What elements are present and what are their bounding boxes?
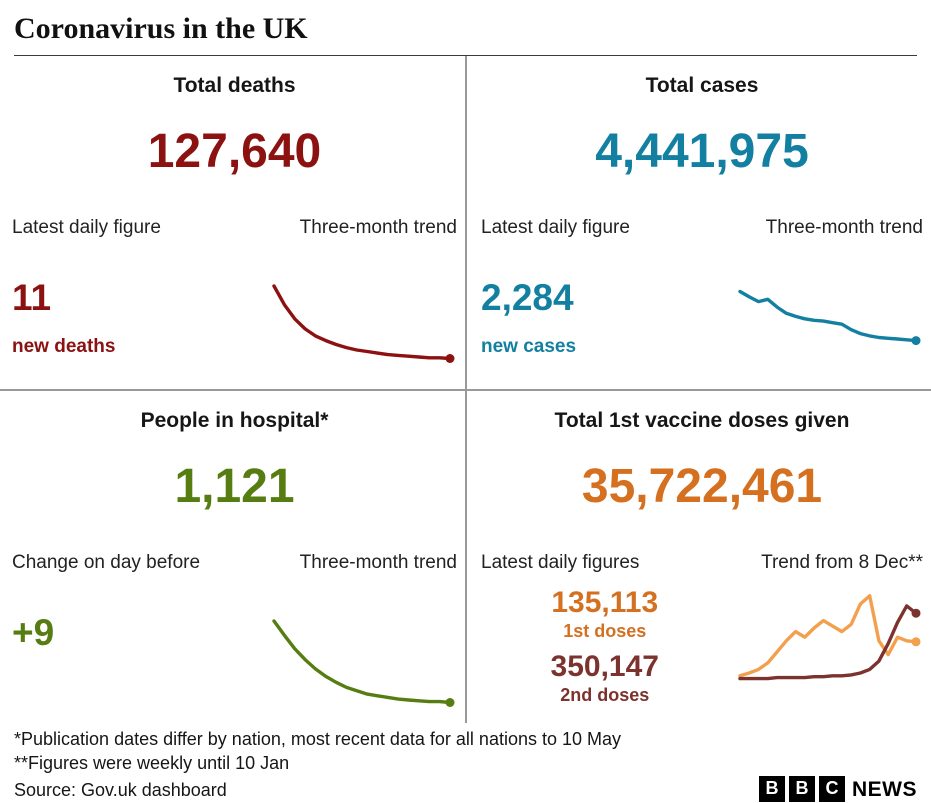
- cases-daily-caption: new cases: [481, 336, 576, 358]
- cases-body: 2,284 new cases: [481, 279, 923, 371]
- stats-grid: Total deaths 127,640 Latest daily figure…: [0, 56, 931, 723]
- vaccine-total-value: 35,722,461: [481, 459, 923, 514]
- cases-right-label: Three-month trend: [766, 217, 923, 239]
- deaths-body: 11 new deaths: [12, 279, 457, 371]
- vaccine-right-label: Trend from 8 Dec**: [761, 552, 923, 574]
- vaccine-labels: Latest daily figures Trend from 8 Dec**: [481, 552, 923, 574]
- page-title: Coronavirus in the UK: [14, 12, 917, 46]
- header: Coronavirus in the UK: [14, 0, 917, 56]
- vaccine-2nd-doses-value: 350,147: [481, 650, 729, 683]
- cases-total-value: 4,441,975: [481, 124, 923, 179]
- cases-labels: Latest daily figure Three-month trend: [481, 217, 923, 239]
- vaccine-2nd-doses-caption: 2nd doses: [481, 685, 729, 706]
- vaccine-panel-title: Total 1st vaccine doses given: [481, 409, 923, 433]
- hospital-daily: +9: [12, 614, 54, 653]
- footnote-publication-dates: *Publication dates differ by nation, mos…: [14, 728, 917, 752]
- cases-daily-value: 2,284: [481, 279, 576, 318]
- panel-vaccine-doses: Total 1st vaccine doses given 35,722,461…: [465, 391, 931, 723]
- hospital-body: +9: [12, 614, 457, 712]
- hospital-trend-sparkline: [267, 614, 457, 712]
- deaths-daily-value: 11: [12, 279, 115, 318]
- bbc-logo-block-c: C: [819, 776, 845, 802]
- hospital-labels: Change on day before Three-month trend: [12, 552, 457, 574]
- panel-total-deaths: Total deaths 127,640 Latest daily figure…: [0, 56, 465, 391]
- bbc-logo-block-b2: B: [789, 776, 815, 802]
- hospital-right-label: Three-month trend: [300, 552, 457, 574]
- cases-trend-sparkline: [733, 279, 923, 371]
- vaccine-daily-stats: 135,113 1st doses 350,147 2nd doses: [481, 586, 729, 714]
- footnote-weekly-figures: **Figures were weekly until 10 Jan: [14, 752, 917, 776]
- deaths-daily: 11 new deaths: [12, 279, 115, 358]
- deaths-labels: Latest daily figure Three-month trend: [12, 217, 457, 239]
- hospital-left-label: Change on day before: [12, 552, 200, 574]
- cases-panel-title: Total cases: [481, 74, 923, 98]
- deaths-left-label: Latest daily figure: [12, 217, 161, 239]
- footer: *Publication dates differ by nation, mos…: [14, 723, 917, 803]
- vaccine-1st-doses-caption: 1st doses: [481, 621, 729, 642]
- hospital-panel-title: People in hospital*: [12, 409, 457, 433]
- deaths-right-label: Three-month trend: [300, 217, 457, 239]
- bbc-news-text: NEWS: [852, 776, 917, 803]
- hospital-total-value: 1,121: [12, 459, 457, 514]
- bbc-logo-block-b1: B: [759, 776, 785, 802]
- vaccine-trend-sparkline: [733, 586, 923, 692]
- source-text: Source: Gov.uk dashboard: [14, 779, 227, 803]
- vaccine-1st-doses-value: 135,113: [481, 586, 729, 619]
- deaths-daily-caption: new deaths: [12, 336, 115, 358]
- panel-people-in-hospital: People in hospital* 1,121 Change on day …: [0, 391, 465, 723]
- vaccine-body: 135,113 1st doses 350,147 2nd doses: [481, 586, 923, 714]
- source-row: Source: Gov.uk dashboard B B C NEWS: [14, 776, 917, 803]
- bbc-news-logo: B B C NEWS: [759, 776, 917, 803]
- panel-total-cases: Total cases 4,441,975 Latest daily figur…: [465, 56, 931, 391]
- hospital-change-value: +9: [12, 614, 54, 653]
- cases-daily: 2,284 new cases: [481, 279, 576, 358]
- vaccine-left-label: Latest daily figures: [481, 552, 639, 574]
- deaths-panel-title: Total deaths: [12, 74, 457, 98]
- deaths-total-value: 127,640: [12, 124, 457, 179]
- cases-left-label: Latest daily figure: [481, 217, 630, 239]
- deaths-trend-sparkline: [267, 279, 457, 371]
